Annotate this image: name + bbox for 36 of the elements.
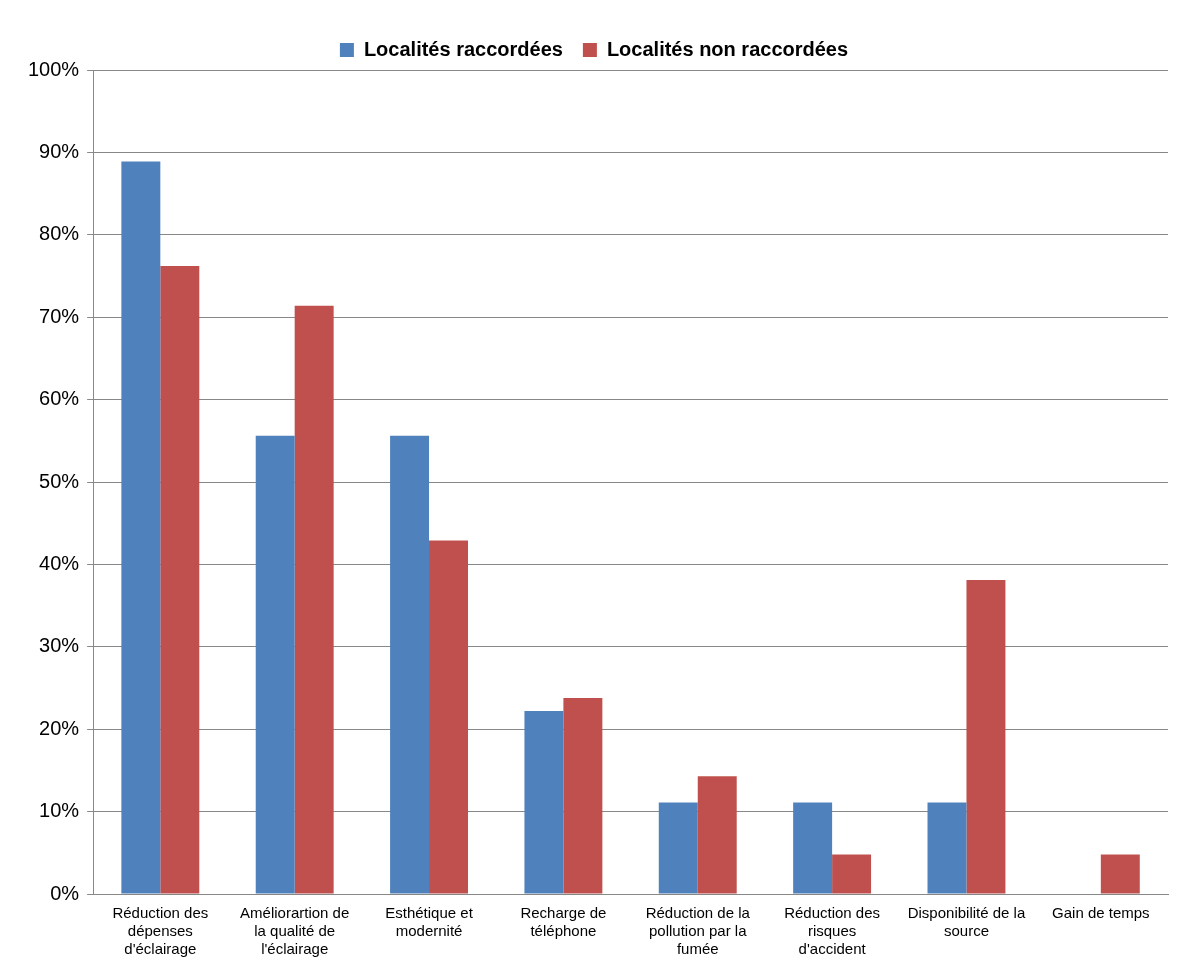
bar: [697, 776, 737, 894]
y-tick-label: 30%: [39, 634, 80, 657]
bar: [927, 802, 967, 894]
bar: [966, 580, 1006, 894]
y-tick-label: 100%: [28, 57, 80, 80]
bar: [255, 435, 295, 894]
y-tick-label: 40%: [39, 551, 80, 574]
x-tick-label: Gain de temps: [1052, 904, 1150, 922]
bar: [390, 435, 430, 894]
y-tick-label: 70%: [39, 304, 80, 327]
x-tick-label: Réduction de la pollution par la fumée: [645, 904, 751, 958]
legend-label: Localités raccordées: [363, 37, 563, 60]
bar: [832, 854, 872, 894]
y-tick-label: 20%: [39, 716, 80, 739]
y-tick-label: 10%: [39, 799, 80, 822]
x-tick-label: Recharge de téléphone: [520, 904, 607, 940]
y-tick-label: 90%: [39, 139, 80, 162]
bar: [563, 697, 603, 894]
bar: [294, 305, 334, 894]
bar: [160, 266, 200, 894]
x-tick-label: Esthétique et modernité: [385, 904, 474, 940]
bar: [524, 711, 564, 894]
x-tick-label: Réduction des dépenses d'éclairage: [112, 904, 209, 958]
bar: [1100, 854, 1140, 894]
x-tick-label: Disponibilité de la source: [907, 904, 1026, 940]
y-tick-label: 50%: [39, 469, 80, 492]
bar: [429, 540, 469, 894]
x-tick-label: Réduction des risques d'accident: [784, 904, 881, 958]
y-tick-label: 60%: [39, 387, 80, 410]
bar: [658, 802, 698, 894]
bar: [121, 161, 161, 894]
bar: [793, 802, 833, 894]
x-tick-label: Améliorartion de la qualité de l'éclairage: [240, 904, 350, 958]
legend-label: Localités non raccordées: [606, 37, 849, 60]
y-tick-label: 80%: [39, 222, 80, 245]
y-tick-label: 0%: [50, 881, 80, 904]
